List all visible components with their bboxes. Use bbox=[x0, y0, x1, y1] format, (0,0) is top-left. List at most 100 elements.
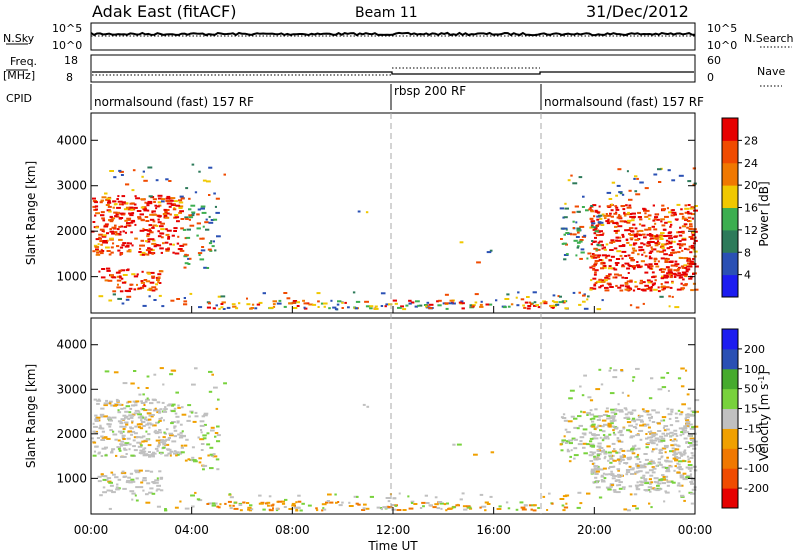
velocity-cell bbox=[362, 507, 366, 510]
velocity-cell bbox=[600, 450, 606, 453]
power-cell bbox=[337, 300, 342, 303]
velocity-cell bbox=[515, 508, 519, 511]
power-cell bbox=[606, 222, 611, 225]
power-cell bbox=[599, 233, 604, 236]
power-cell bbox=[135, 197, 140, 200]
power-cell bbox=[537, 306, 541, 309]
power-cell bbox=[589, 287, 594, 290]
velocity-cell bbox=[630, 448, 635, 451]
power-cell bbox=[669, 225, 672, 228]
velocity-cell bbox=[111, 491, 116, 494]
power-cell bbox=[140, 281, 145, 284]
power-cell bbox=[694, 288, 699, 291]
power-cell bbox=[617, 215, 622, 218]
velocity-cell bbox=[626, 417, 631, 420]
power-cell bbox=[593, 247, 598, 250]
velocity-cell bbox=[657, 458, 662, 461]
power-cell bbox=[682, 284, 688, 287]
power-cell bbox=[621, 193, 625, 196]
power-cell bbox=[100, 243, 103, 246]
power-cell bbox=[631, 216, 636, 218]
power-cell bbox=[684, 247, 687, 250]
power-cell bbox=[146, 233, 151, 236]
power-cell bbox=[179, 244, 185, 247]
power-cell bbox=[611, 267, 616, 270]
velocity-cell bbox=[93, 450, 96, 453]
velocity-cell bbox=[110, 471, 114, 474]
velocity-cell bbox=[662, 476, 666, 478]
velocity-cell bbox=[671, 434, 675, 437]
velocity-cell bbox=[576, 506, 581, 509]
velocity-cell bbox=[673, 432, 678, 435]
power-cell bbox=[678, 266, 681, 269]
velocity-cell bbox=[645, 423, 650, 426]
velocity-cell bbox=[353, 495, 358, 498]
velocity-cell bbox=[650, 481, 654, 484]
velocity-cell bbox=[142, 393, 145, 396]
power-cell bbox=[690, 289, 694, 292]
velocity-cell bbox=[673, 469, 676, 472]
velocity-cell bbox=[97, 452, 101, 455]
velocity-cell bbox=[664, 451, 667, 454]
velocity-cell bbox=[173, 452, 176, 455]
velocity-cell bbox=[643, 463, 649, 466]
velocity-cell bbox=[598, 496, 603, 499]
velocity-cell bbox=[617, 403, 620, 406]
velocity-cell bbox=[104, 402, 109, 405]
velocity-cell bbox=[163, 431, 166, 434]
velocity-cell bbox=[229, 496, 234, 499]
velocity-cell bbox=[679, 475, 683, 478]
velocity-cell bbox=[655, 411, 660, 414]
power-cell bbox=[200, 249, 206, 252]
velocity-cell bbox=[121, 471, 127, 474]
velocity-cell bbox=[563, 435, 566, 438]
power-cell bbox=[102, 219, 106, 222]
power-cell bbox=[523, 306, 527, 309]
velocity-cell bbox=[530, 508, 533, 511]
velocity-cell bbox=[145, 438, 150, 441]
velocity-cell bbox=[591, 471, 594, 474]
power-cell bbox=[149, 238, 155, 241]
velocity-cell bbox=[148, 491, 153, 494]
velocity-cell bbox=[674, 465, 677, 468]
velocity-cell bbox=[612, 418, 615, 420]
velocity-cell bbox=[162, 442, 167, 445]
power-cell bbox=[610, 239, 615, 242]
power-cell bbox=[576, 210, 581, 213]
velocity-cell bbox=[159, 439, 165, 442]
velocity-cell bbox=[131, 404, 135, 407]
velocity-cell bbox=[284, 498, 288, 501]
velocity-cell bbox=[677, 451, 682, 454]
power-cell bbox=[476, 261, 481, 264]
velocity-cell bbox=[589, 418, 592, 421]
velocity-cell bbox=[675, 439, 678, 442]
power-cell bbox=[679, 212, 684, 215]
power-cell bbox=[650, 241, 655, 243]
velocity-cell bbox=[171, 404, 175, 407]
velocity-cell bbox=[689, 414, 694, 417]
power-cell bbox=[317, 300, 320, 303]
velocity-cell bbox=[158, 470, 162, 473]
velocity-cell bbox=[448, 507, 454, 510]
velocity-cell bbox=[157, 443, 161, 446]
power-cell bbox=[615, 208, 620, 211]
power-cell bbox=[621, 250, 627, 253]
power-cell bbox=[200, 205, 206, 208]
velocity-cell bbox=[609, 457, 612, 460]
power-cell bbox=[118, 169, 122, 172]
velocity-cell bbox=[589, 409, 593, 412]
power-cell bbox=[394, 302, 398, 305]
power-cell bbox=[179, 249, 185, 252]
velocity-cell bbox=[666, 468, 670, 471]
velocity-cell bbox=[174, 412, 178, 415]
power-cell bbox=[628, 198, 633, 201]
power-cell bbox=[122, 242, 127, 245]
power-cell bbox=[127, 208, 132, 211]
power-cell bbox=[306, 302, 310, 305]
power-cell bbox=[94, 246, 100, 248]
power-cell bbox=[626, 241, 630, 244]
velocity-cell bbox=[629, 430, 633, 433]
power-cell bbox=[649, 289, 653, 292]
power-cell bbox=[564, 307, 569, 310]
power-cell bbox=[235, 307, 239, 310]
